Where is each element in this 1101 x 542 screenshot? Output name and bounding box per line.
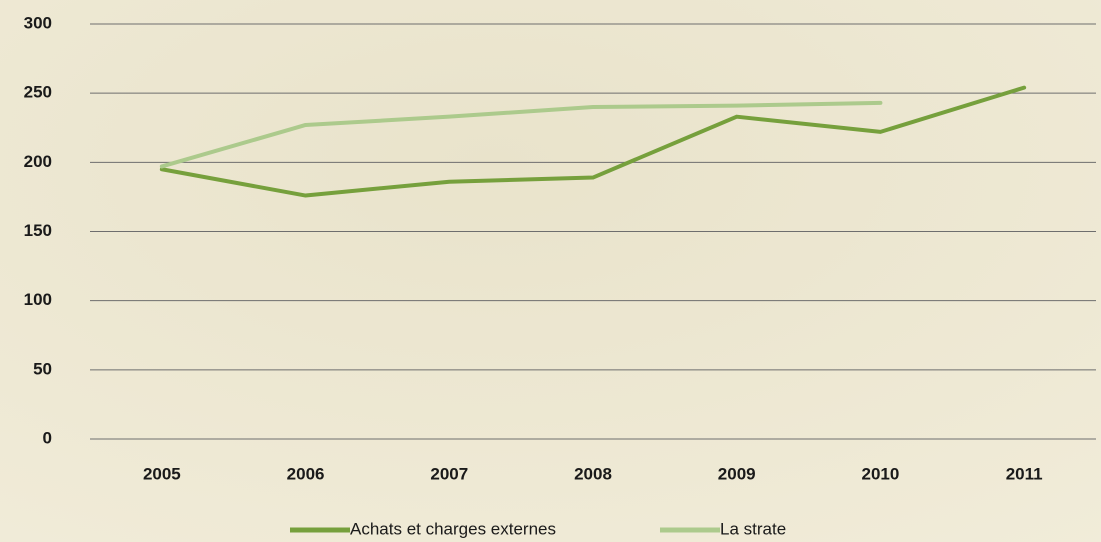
y-tick-label: 0: [43, 428, 52, 447]
line-series: [159, 100, 883, 169]
x-tick-label: 2009: [718, 464, 756, 483]
x-tick-label: 2008: [574, 464, 612, 483]
y-tick-label: 50: [33, 359, 52, 378]
y-tick-label: 300: [24, 13, 52, 32]
x-tick-label: 2006: [287, 464, 325, 483]
x-tick-label: 2010: [862, 464, 900, 483]
y-tick-label: 200: [24, 152, 52, 171]
y-tick-label: 250: [24, 83, 52, 102]
x-tick-label: 2007: [430, 464, 468, 483]
legend-label: Achats et charges externes: [350, 519, 556, 538]
y-tick-label: 100: [24, 290, 52, 309]
x-tick-label: 2005: [143, 464, 181, 483]
legend-label: La strate: [720, 519, 786, 538]
line-series: [159, 85, 1027, 198]
y-tick-label: 150: [24, 221, 52, 240]
x-tick-label: 2011: [1006, 464, 1043, 483]
